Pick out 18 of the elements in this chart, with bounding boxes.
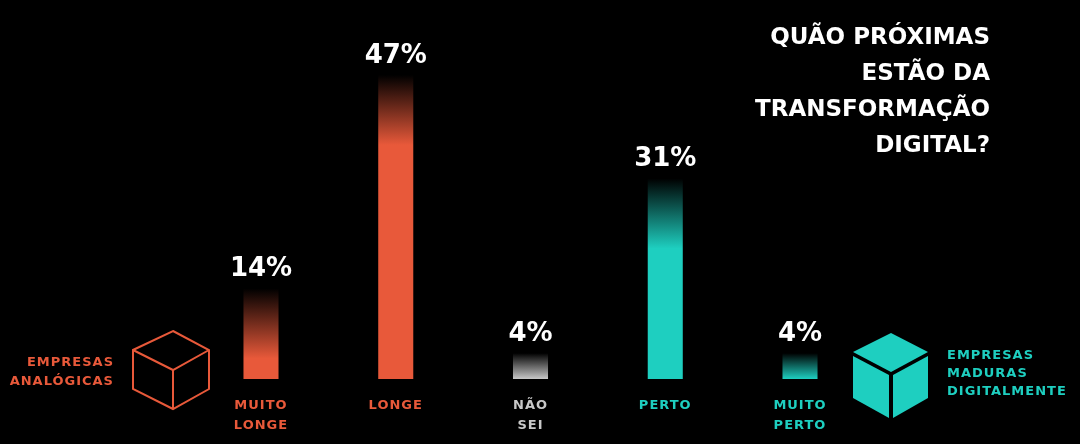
x-tick-label: LONGE <box>368 397 423 412</box>
data-label: 4% <box>508 317 553 348</box>
bar <box>647 178 683 379</box>
bar <box>378 75 414 379</box>
x-tick-label: PERTO <box>638 397 692 412</box>
x-tick-label: MUITO PERTO <box>773 397 827 432</box>
data-label: 14% <box>229 252 293 283</box>
bar <box>782 353 818 379</box>
data-label: 31% <box>634 142 697 173</box>
data-label: 47% <box>364 39 427 69</box>
bar <box>243 288 279 379</box>
text: EMPRESAS MADURAS DIGITALMENTE <box>947 347 1067 398</box>
data-label: 4% <box>777 317 823 348</box>
text: EMPRESAS ANALÓGICAS <box>9 354 114 388</box>
x-tick-label: MUITO LONGE <box>233 397 289 432</box>
x-tick-label: NÃO SEI <box>513 397 548 432</box>
bar <box>512 353 549 379</box>
chart-title: QUÃO PRÓXIMAS ESTÃO DA TRANSFORMAÇÃO DIGITAL? <box>755 22 991 157</box>
